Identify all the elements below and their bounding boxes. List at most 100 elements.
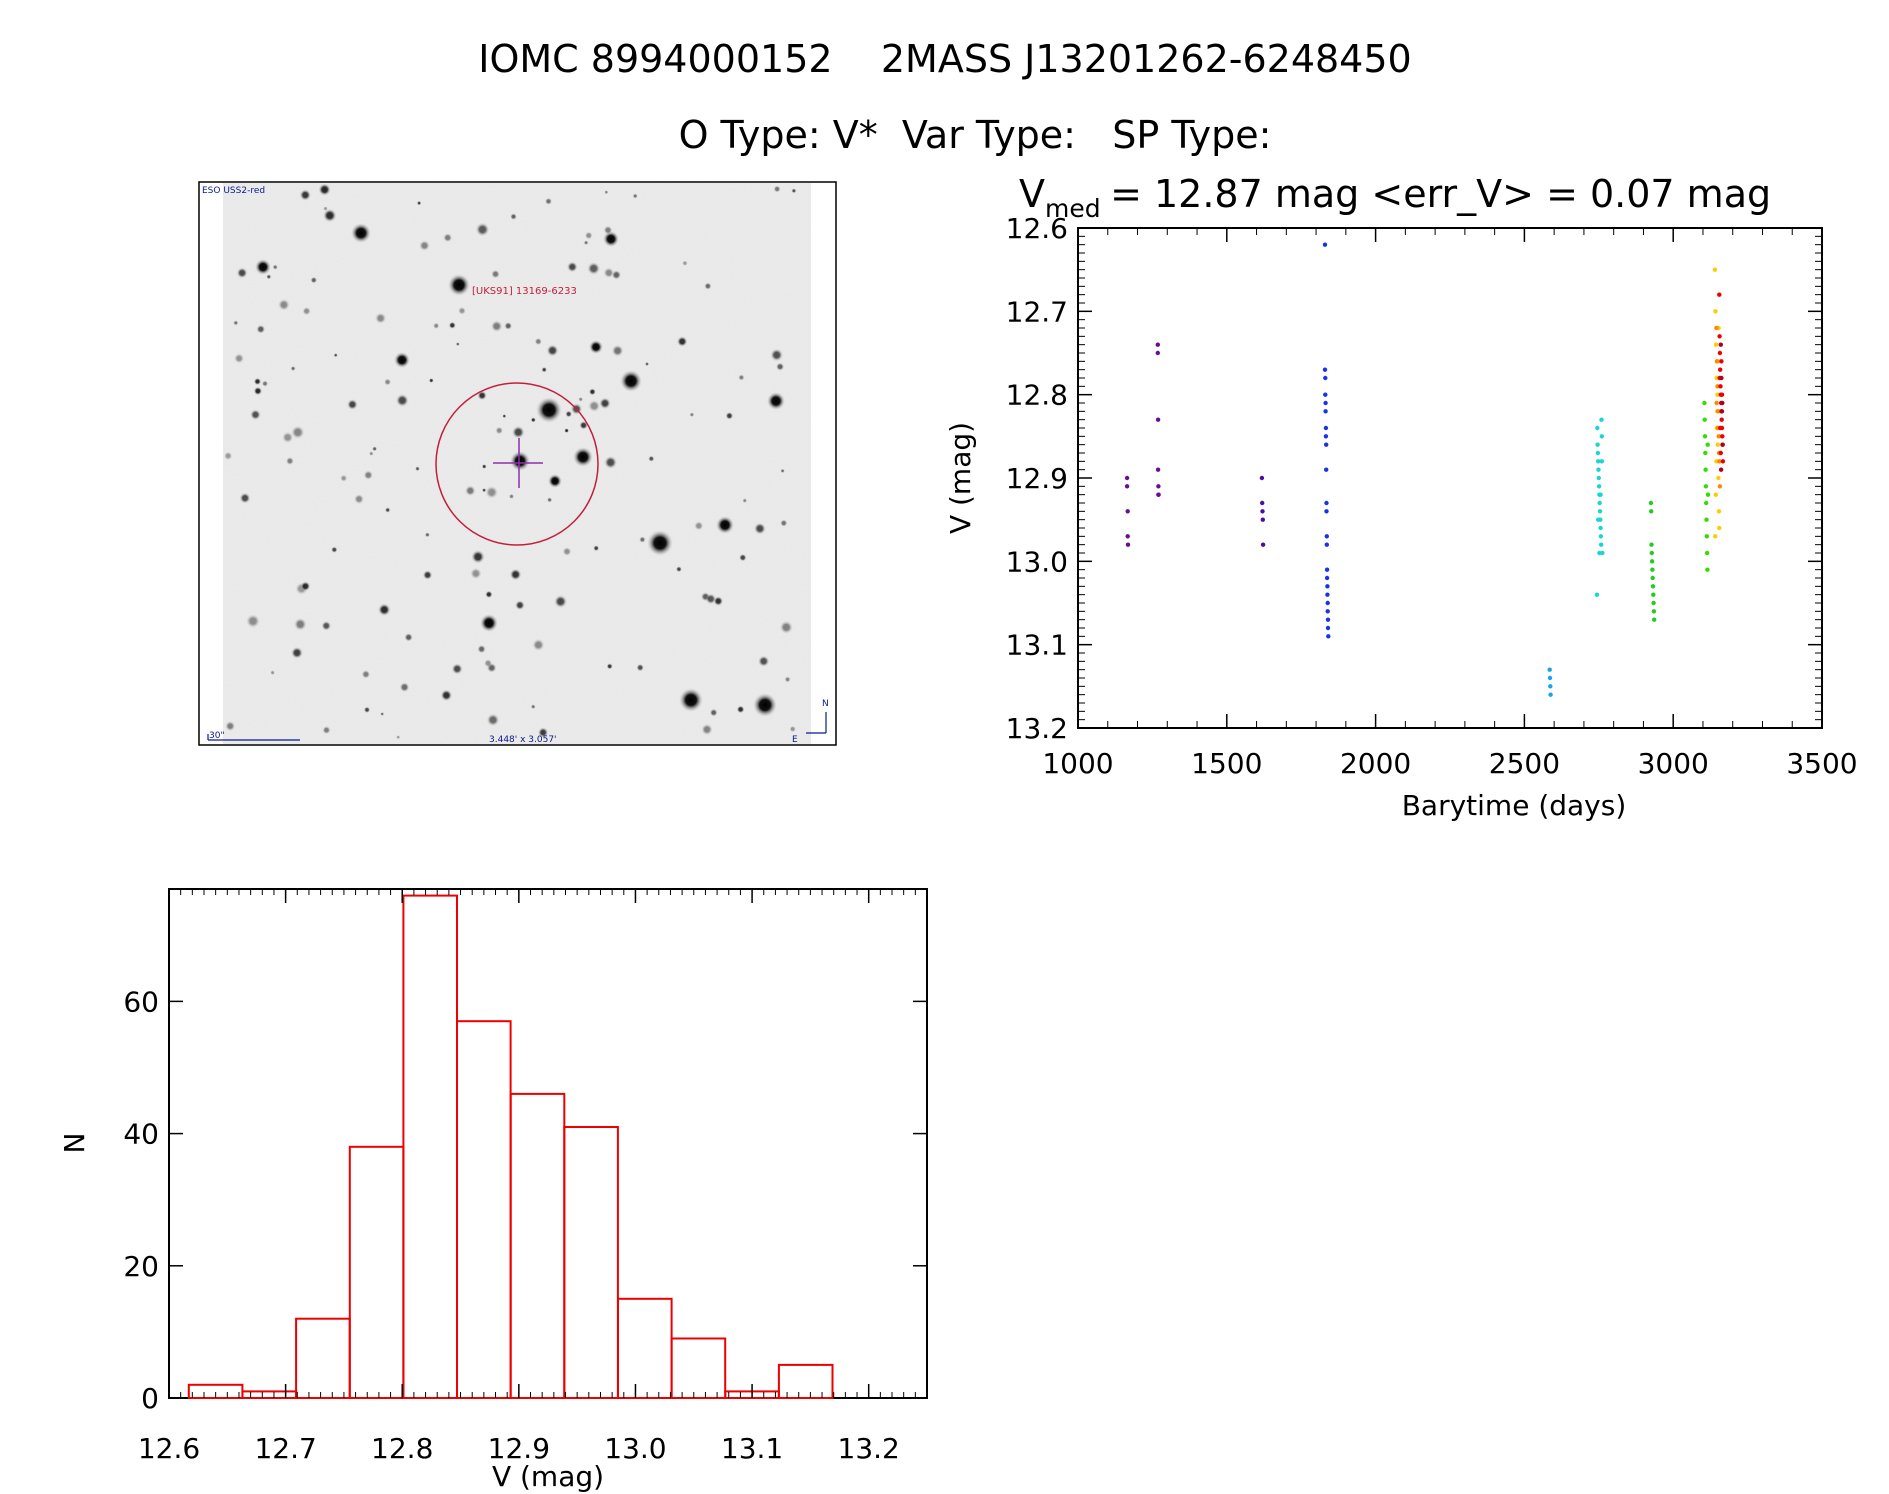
lc-title-rest: = 12.87 mag <err_V> = 0.07 mag xyxy=(1098,172,1771,216)
lc-point xyxy=(1325,584,1330,589)
lc-point xyxy=(1713,492,1719,497)
star xyxy=(541,366,547,373)
star xyxy=(599,397,611,410)
lc-point xyxy=(1595,450,1601,456)
star xyxy=(789,725,796,733)
star xyxy=(736,705,745,714)
star xyxy=(428,378,434,383)
lc-point xyxy=(1715,442,1721,447)
lc-point xyxy=(1718,425,1723,431)
star xyxy=(353,494,365,505)
star xyxy=(504,321,513,330)
star xyxy=(530,704,536,710)
star xyxy=(510,213,517,221)
lc-point xyxy=(1125,509,1130,514)
star xyxy=(780,519,788,527)
star xyxy=(573,447,593,467)
star xyxy=(530,417,536,423)
lc-point xyxy=(1719,417,1724,422)
lc-point xyxy=(1325,609,1330,614)
star xyxy=(758,655,770,667)
star xyxy=(351,223,371,243)
star xyxy=(490,320,503,333)
lc-point xyxy=(1717,459,1722,464)
lc-point xyxy=(1323,425,1329,431)
lc-point xyxy=(1704,550,1710,556)
star xyxy=(310,276,318,284)
star xyxy=(300,581,311,592)
star xyxy=(648,455,655,462)
lc-point xyxy=(1651,609,1657,614)
lc-y-axis-label: V (mag) xyxy=(944,422,977,534)
lc-point xyxy=(1705,442,1710,447)
star xyxy=(424,532,430,538)
lc-point xyxy=(1322,242,1328,247)
lc-point xyxy=(1260,500,1265,506)
star xyxy=(486,713,500,727)
lc-point xyxy=(1324,567,1330,572)
star xyxy=(464,485,476,497)
lc-point xyxy=(1547,675,1553,681)
light-curve-chart: V med = 12.87 mag <err_V> = 0.07 mag 100… xyxy=(944,172,1858,822)
star xyxy=(583,240,589,246)
lc-point xyxy=(1260,509,1265,514)
star xyxy=(779,620,793,634)
star xyxy=(705,593,717,605)
lc-point xyxy=(1326,634,1331,639)
lc-point xyxy=(1155,417,1161,422)
lc-point xyxy=(1259,475,1265,481)
star xyxy=(323,206,328,212)
star xyxy=(239,492,251,504)
star xyxy=(603,231,619,247)
lc-point xyxy=(1325,592,1330,597)
star xyxy=(291,425,305,440)
sky-image-panel: ESO USS2-red [UKS91] 13169-6233 30" 3.44… xyxy=(198,181,837,746)
star xyxy=(780,468,785,474)
lc-point xyxy=(1155,350,1161,356)
star xyxy=(481,464,487,469)
lc-y-tick-label: 12.7 xyxy=(1006,295,1068,328)
survey-label: ESO USS2-red xyxy=(202,186,265,196)
lc-point xyxy=(1718,367,1723,372)
star xyxy=(443,233,453,243)
star xyxy=(502,414,507,419)
star xyxy=(471,550,485,564)
star xyxy=(784,676,791,683)
figure-subtitle: O Type: V* Var Type: SP Type: xyxy=(679,113,1272,157)
star xyxy=(547,497,553,503)
lc-point xyxy=(1719,359,1724,364)
lc-point xyxy=(1594,592,1600,597)
lc-point xyxy=(1596,459,1601,464)
star xyxy=(603,267,615,279)
star xyxy=(588,399,601,413)
lc-point xyxy=(1649,550,1655,556)
lc-point xyxy=(1323,375,1328,381)
hist-x-axis-label: V (mag) xyxy=(492,1460,604,1493)
star xyxy=(318,183,331,196)
lc-point xyxy=(1704,534,1710,539)
lc-point xyxy=(1323,434,1329,439)
star xyxy=(579,421,588,430)
star xyxy=(767,392,785,410)
lc-point xyxy=(1716,475,1721,481)
hist-x-tick-label: 13.0 xyxy=(604,1432,666,1465)
star xyxy=(433,322,440,329)
lc-point xyxy=(1322,367,1328,372)
fov-label: 3.448' x 3.057' xyxy=(489,735,557,745)
star xyxy=(675,566,682,573)
star xyxy=(477,390,487,401)
star xyxy=(701,723,713,736)
lc-point xyxy=(1702,434,1708,439)
star xyxy=(234,353,245,364)
lc-point xyxy=(1599,542,1604,547)
star xyxy=(606,663,613,670)
lc-point xyxy=(1599,459,1605,464)
lc-point xyxy=(1595,442,1600,447)
lc-point xyxy=(1125,534,1130,539)
lc-x-tick-label: 2000 xyxy=(1340,747,1411,780)
star xyxy=(302,306,311,316)
lc-point xyxy=(1595,425,1600,431)
star xyxy=(636,663,644,672)
star xyxy=(253,386,263,396)
